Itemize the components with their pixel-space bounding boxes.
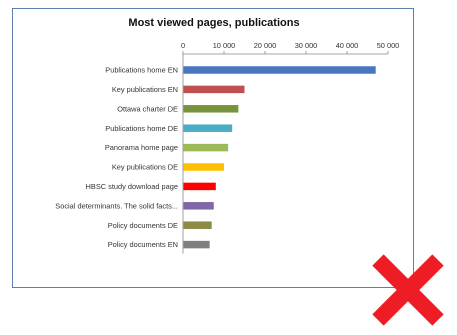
x-tick-label: 30 000	[295, 41, 318, 50]
bar	[183, 105, 239, 113]
x-tick-label: 10 000	[213, 41, 236, 50]
bars	[183, 66, 376, 249]
red-x-cross-icon	[372, 254, 444, 326]
category-label: Policy documents DE	[108, 221, 178, 230]
x-tick-label: 0	[181, 41, 185, 50]
x-axis: 0 10 000 20 000 30 000 40 000 50 000	[181, 41, 399, 254]
bar	[183, 182, 216, 191]
category-labels: Publications home EN Key publications EN O…	[55, 66, 178, 250]
bar	[183, 124, 233, 132]
bar	[183, 66, 376, 74]
category-label: Policy documents EN	[108, 240, 178, 249]
category-label: HBSC study download page	[86, 182, 178, 191]
x-tick-label: 40 000	[336, 41, 359, 50]
category-label: Publications home DE	[105, 124, 178, 133]
category-label: Publications home EN	[105, 66, 178, 75]
bar	[183, 240, 210, 249]
bar	[183, 85, 245, 94]
category-label: Ottawa charter DE	[117, 104, 178, 113]
x-tick-label: 50 000	[377, 41, 400, 50]
category-label: Key publications DE	[112, 163, 178, 172]
category-label: Key publications EN	[112, 85, 178, 94]
bar	[183, 221, 212, 229]
bar	[183, 202, 214, 210]
chart-frame: Most viewed pages, publications 0 10 000 2…	[12, 8, 414, 288]
bar	[183, 143, 229, 152]
category-label: Panorama home page	[105, 143, 178, 152]
category-label: Social determinants. The solid facts...	[55, 201, 178, 210]
chart-title: Most viewed pages, publications	[128, 17, 299, 29]
x-tick-label: 20 000	[254, 41, 277, 50]
bar-chart: Most viewed pages, publications 0 10 000 2…	[55, 17, 399, 254]
bar	[183, 163, 224, 171]
